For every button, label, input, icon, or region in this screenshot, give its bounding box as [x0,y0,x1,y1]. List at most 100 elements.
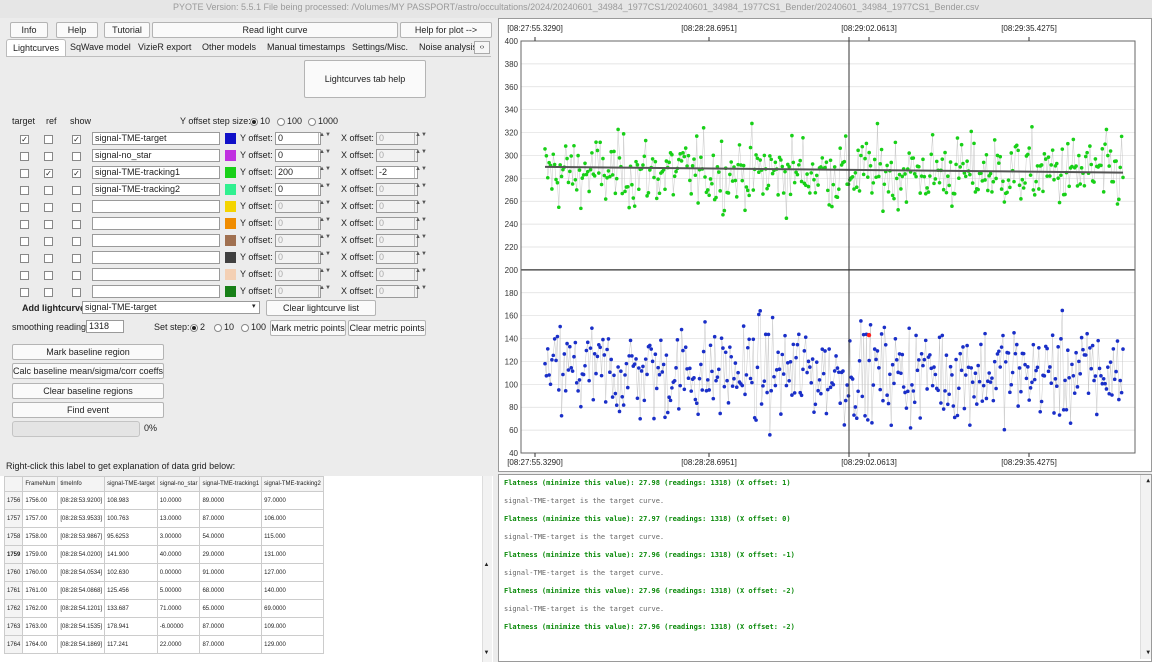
help-button[interactable]: Help [56,22,98,38]
curve-color-swatch[interactable] [225,201,236,212]
grid-column-header[interactable]: signal-TME-tracking2 [261,476,324,492]
tab-scroll-arrows[interactable]: ‹› [474,41,490,54]
grid-cell[interactable]: 125.456 [104,581,158,600]
show-checkbox[interactable]: ✓ [72,135,81,144]
log-scroll-up-icon[interactable]: ▲ [1146,477,1150,484]
ref-checkbox[interactable] [44,237,53,246]
row-header[interactable]: 1763 [3,617,24,636]
add-lightcurve-select[interactable]: signal-TME-target [82,301,260,314]
grid-cell[interactable]: 1761.00 [22,581,59,600]
grid-cell[interactable]: 133.687 [104,599,158,618]
grid-cell[interactable]: 127.000 [261,563,324,582]
grid-cell[interactable]: 1763.00 [22,617,59,636]
log-output[interactable]: ▲ ▼ Flatness (minimize this value): 27.9… [498,474,1152,662]
ref-checkbox[interactable] [44,186,53,195]
x-offset-stepper[interactable]: ▲▼ [414,268,427,280]
x-offset-stepper[interactable]: ▲▼ [414,183,427,195]
table-row[interactable]: 1761 1761.00 [08:28:54.0868] 125.456 5.00000… [3,581,324,600]
grid-cell[interactable]: 97.0000 [261,491,324,510]
x-offset-input[interactable]: 0 [376,132,418,145]
x-offset-input[interactable]: 0 [376,251,418,264]
grid-cell[interactable]: 117.241 [104,635,158,654]
grid-cell[interactable]: [08:28:54.0200] [57,545,106,564]
target-checkbox[interactable] [20,254,29,263]
table-row[interactable]: 1763 1763.00 [08:28:54.1535] 178.941 -6.0000… [3,617,324,636]
table-row[interactable]: 1764 1764.00 [08:28:54.1869] 117.241 22.0000… [3,635,324,654]
x-offset-input[interactable]: 0 [376,149,418,162]
target-checkbox[interactable] [20,186,29,195]
ref-checkbox[interactable] [44,271,53,280]
grid-cell[interactable]: 13.0000 [156,509,201,528]
ref-checkbox[interactable] [44,135,53,144]
ref-checkbox[interactable] [44,220,53,229]
x-offset-input[interactable]: 0 [376,268,418,281]
grid-cell[interactable]: [08:28:54.1201] [57,599,106,618]
data-grid-table[interactable]: FrameNum timeInfo signal-TME-target signal-… [3,476,324,654]
target-checkbox[interactable] [20,152,29,161]
curve-color-swatch[interactable] [225,252,236,263]
y-offset-stepper[interactable]: ▲▼ [318,166,331,178]
x-offset-stepper[interactable]: ▲▼ [414,132,427,144]
grid-cell[interactable]: [08:28:53.9867] [57,527,106,546]
log-vertical-scrollbar[interactable] [1140,475,1151,659]
x-offset-stepper[interactable]: ▲▼ [414,149,427,161]
grid-cell[interactable]: 54.0000 [199,527,263,546]
scroll-up-icon[interactable]: ▲ [483,562,490,568]
y-offset-input[interactable]: 0 [275,234,321,247]
x-offset-stepper[interactable]: ▲▼ [414,200,427,212]
calc-baseline-button[interactable]: Calc baseline mean/sigma/corr coeffs [12,363,164,379]
curve-name-field[interactable] [92,251,220,264]
step-10-radio[interactable] [250,118,258,126]
read-light-curve-button[interactable]: Read light curve [152,22,398,38]
find-event-button[interactable]: Find event [12,402,164,418]
grid-cell[interactable]: [08:28:53.9200] [57,491,106,510]
y-offset-input[interactable]: 0 [275,285,321,298]
x-offset-input[interactable]: 0 [376,217,418,230]
tutorial-button[interactable]: Tutorial [104,22,150,38]
grid-cell[interactable]: 87.0000 [199,617,263,636]
scroll-down-icon[interactable]: ▼ [483,650,490,656]
y-offset-stepper[interactable]: ▲▼ [318,251,331,263]
y-offset-stepper[interactable]: ▲▼ [318,200,331,212]
grid-cell[interactable]: -6.00000 [156,617,201,636]
y-offset-stepper[interactable]: ▲▼ [318,234,331,246]
y-offset-stepper[interactable]: ▲▼ [318,217,331,229]
grid-column-header[interactable]: timeInfo [57,476,106,492]
tab-vizier-export[interactable]: VizieR export [138,42,192,52]
grid-cell[interactable]: 106.000 [261,509,324,528]
grid-cell[interactable]: 140.000 [261,581,324,600]
step-100-radio[interactable] [277,118,285,126]
y-offset-stepper[interactable]: ▲▼ [318,285,331,297]
target-checkbox[interactable] [20,220,29,229]
ref-checkbox[interactable] [44,288,53,297]
show-checkbox[interactable] [72,288,81,297]
y-offset-stepper[interactable]: ▲▼ [318,268,331,280]
show-checkbox[interactable]: ✓ [72,169,81,178]
row-header[interactable]: 1764 [3,635,24,654]
grid-cell[interactable]: 71.0000 [156,599,201,618]
y-offset-input[interactable]: 0 [275,251,321,264]
curve-color-swatch[interactable] [225,150,236,161]
show-checkbox[interactable] [72,271,81,280]
tab-lightcurves[interactable]: Lightcurves [6,39,67,56]
curve-name-field[interactable]: signal-TME-tracking1 [92,166,220,179]
mark-baseline-region-button[interactable]: Mark baseline region [12,344,164,360]
show-checkbox[interactable] [72,220,81,229]
show-checkbox[interactable] [72,152,81,161]
grid-cell[interactable]: 131.000 [261,545,324,564]
table-row[interactable]: 1759 1759.00 [08:28:54.0200] 141.900 40.0000… [3,545,324,564]
target-checkbox[interactable] [20,169,29,178]
curve-name-field[interactable] [92,285,220,298]
y-offset-stepper[interactable]: ▲▼ [318,149,331,161]
y-offset-input[interactable]: 0 [275,217,321,230]
grid-cell[interactable]: 89.0000 [199,491,263,510]
grid-cell[interactable]: 1764.00 [22,635,59,654]
curve-name-field[interactable] [92,234,220,247]
curve-color-swatch[interactable] [225,218,236,229]
row-header[interactable]: 1758 [3,527,24,546]
y-offset-stepper[interactable]: ▲▼ [318,183,331,195]
tab-other-models[interactable]: Other models [202,42,257,52]
curve-color-swatch[interactable] [225,167,236,178]
grid-cell[interactable]: 69.0000 [261,599,324,618]
row-header[interactable]: 1759 [3,545,24,564]
